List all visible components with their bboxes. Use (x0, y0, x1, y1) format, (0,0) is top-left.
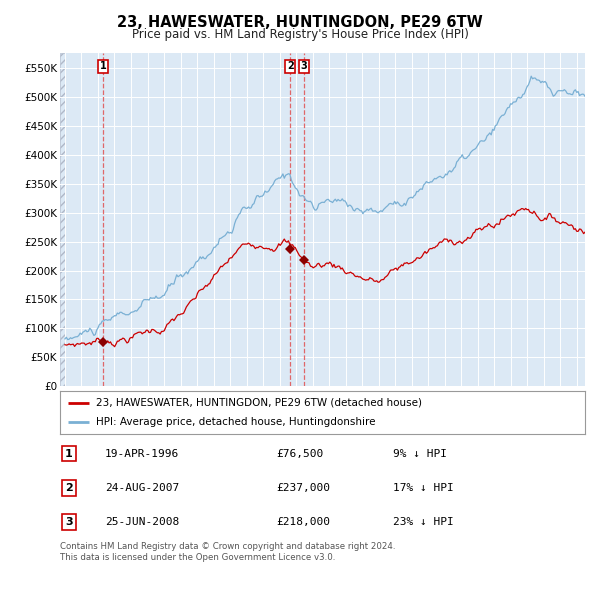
Text: 23% ↓ HPI: 23% ↓ HPI (393, 517, 454, 527)
Text: 23, HAWESWATER, HUNTINGDON, PE29 6TW (detached house): 23, HAWESWATER, HUNTINGDON, PE29 6TW (de… (96, 398, 422, 408)
Text: Contains HM Land Registry data © Crown copyright and database right 2024.
This d: Contains HM Land Registry data © Crown c… (60, 542, 395, 562)
Text: Price paid vs. HM Land Registry's House Price Index (HPI): Price paid vs. HM Land Registry's House … (131, 28, 469, 41)
Text: 17% ↓ HPI: 17% ↓ HPI (393, 483, 454, 493)
Text: 2: 2 (287, 61, 293, 71)
Text: 23, HAWESWATER, HUNTINGDON, PE29 6TW: 23, HAWESWATER, HUNTINGDON, PE29 6TW (117, 15, 483, 30)
Text: £76,500: £76,500 (276, 449, 323, 458)
Text: 9% ↓ HPI: 9% ↓ HPI (393, 449, 447, 458)
Text: 1: 1 (100, 61, 106, 71)
Text: £218,000: £218,000 (276, 517, 330, 527)
Text: 25-JUN-2008: 25-JUN-2008 (105, 517, 179, 527)
Text: 24-AUG-2007: 24-AUG-2007 (105, 483, 179, 493)
Text: HPI: Average price, detached house, Huntingdonshire: HPI: Average price, detached house, Hunt… (96, 417, 375, 427)
Text: £237,000: £237,000 (276, 483, 330, 493)
Polygon shape (60, 53, 65, 386)
Text: 1: 1 (65, 449, 73, 458)
Text: 3: 3 (301, 61, 307, 71)
Text: 2: 2 (65, 483, 73, 493)
Text: 3: 3 (65, 517, 73, 527)
Text: 19-APR-1996: 19-APR-1996 (105, 449, 179, 458)
